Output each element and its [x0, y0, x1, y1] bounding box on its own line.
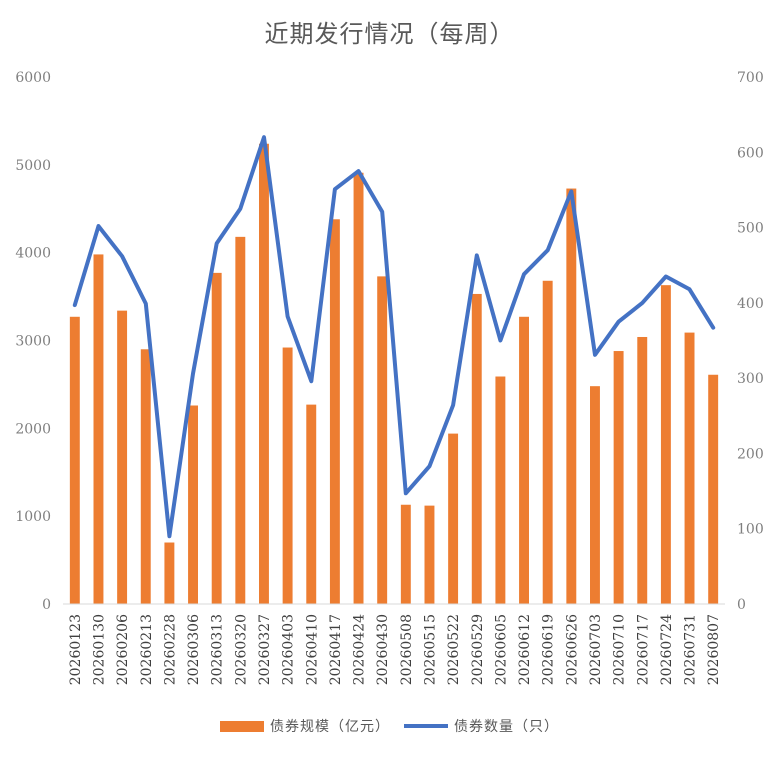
bar-20260424 [353, 172, 364, 604]
x-tick-label: 20260327 [257, 614, 273, 685]
x-tick-label: 20260430 [375, 614, 391, 685]
bar-20260417 [329, 219, 340, 605]
x-tick-label: 20260306 [186, 614, 202, 685]
x-tick-label: 20260619 [541, 614, 557, 685]
chart-title: 近期发行情况（每周） [264, 20, 515, 48]
bar-20260130 [93, 254, 104, 604]
x-tick-label: 20260703 [588, 614, 604, 685]
left-tick-label: 5000 [15, 158, 51, 174]
left-tick-label: 4000 [15, 246, 51, 262]
bar-20260522 [448, 433, 459, 604]
bar-20260508 [400, 504, 411, 604]
x-tick-label: 20260515 [422, 614, 438, 685]
left-axis-ticks: 0 1000 2000 3000 4000 5000 6000 [15, 70, 51, 613]
x-tick-label: 20260424 [352, 614, 368, 685]
bar-20260731 [684, 332, 695, 604]
legend: 债券规模（亿元） 债券数量（只） [0, 716, 779, 736]
right-tick-label: 500 [737, 221, 764, 237]
x-tick-label: 20260807 [706, 614, 722, 685]
right-tick-label: 700 [737, 70, 764, 86]
x-tick-label: 20260508 [399, 614, 415, 685]
bar-20260626 [566, 188, 577, 604]
right-tick-label: 400 [737, 296, 764, 312]
bar-20260605 [495, 376, 506, 604]
legend-line-label: 债券数量（只） [454, 719, 559, 735]
legend-line-swatch [404, 724, 448, 728]
left-tick-label: 1000 [15, 509, 51, 525]
bar-20260228 [164, 542, 175, 604]
x-tick-label: 20260605 [493, 614, 509, 685]
x-tick-label: 20260529 [470, 614, 486, 685]
x-tick-label: 20260717 [635, 614, 651, 685]
right-tick-label: 100 [737, 522, 764, 538]
left-tick-label: 3000 [15, 334, 51, 350]
x-tick-label: 20260130 [91, 614, 107, 685]
bar-20260703 [589, 386, 600, 604]
left-tick-label: 0 [42, 597, 51, 613]
bar-20260403 [282, 347, 293, 604]
right-axis-ticks: 0 100 200 300 400 500 600 700 [737, 70, 764, 613]
x-tick-label: 20260522 [446, 614, 462, 685]
legend-item-line: 债券数量（只） [404, 716, 559, 736]
legend-bar-label: 债券规模（亿元） [270, 719, 390, 735]
x-tick-label: 20260313 [210, 614, 226, 685]
bar-20260807 [708, 374, 719, 604]
x-tick-label: 20260213 [139, 614, 155, 685]
bar-20260717 [637, 336, 648, 604]
right-tick-label: 200 [737, 446, 764, 462]
x-tick-label: 20260403 [281, 614, 297, 685]
x-tick-label: 20260320 [233, 614, 249, 685]
bar-20260529 [471, 293, 482, 604]
left-tick-label: 6000 [15, 70, 51, 86]
bar-20260206 [117, 310, 128, 604]
bar-20260710 [613, 351, 624, 604]
x-tick-label: 20260417 [328, 614, 344, 685]
x-axis-ticks: 20260123 20260130 20260206 20260213 20260228… [68, 614, 722, 685]
bar-series [69, 143, 719, 605]
right-tick-label: 300 [737, 371, 764, 387]
right-tick-label: 0 [737, 597, 746, 613]
x-tick-label: 20260626 [564, 614, 580, 685]
x-tick-label: 20260612 [517, 614, 533, 685]
legend-bar-swatch [220, 720, 264, 732]
x-tick-label: 20260228 [162, 614, 178, 685]
bar-20260327 [258, 143, 269, 604]
x-tick-label: 20260710 [612, 614, 628, 685]
left-tick-label: 2000 [15, 421, 51, 437]
x-tick-label: 20260206 [115, 614, 131, 685]
bar-20260619 [542, 280, 553, 604]
x-tick-label: 20260410 [304, 614, 320, 685]
x-tick-label: 20260731 [683, 614, 699, 685]
bar-20260306 [188, 405, 199, 604]
bar-20260430 [377, 276, 388, 604]
bar-20260515 [424, 505, 435, 604]
x-tick-label: 20260724 [659, 614, 675, 685]
legend-item-bar: 债券规模（亿元） [220, 716, 390, 736]
bar-20260123 [69, 316, 80, 604]
bar-20260410 [306, 404, 317, 604]
count-line [72, 135, 716, 539]
bar-20260320 [235, 236, 246, 604]
x-tick-label: 20260123 [68, 614, 84, 685]
right-tick-label: 600 [737, 145, 764, 161]
bar-20260313 [211, 272, 222, 604]
bar-20260612 [519, 316, 530, 604]
bar-20260213 [140, 349, 151, 604]
bar-20260724 [660, 285, 671, 604]
